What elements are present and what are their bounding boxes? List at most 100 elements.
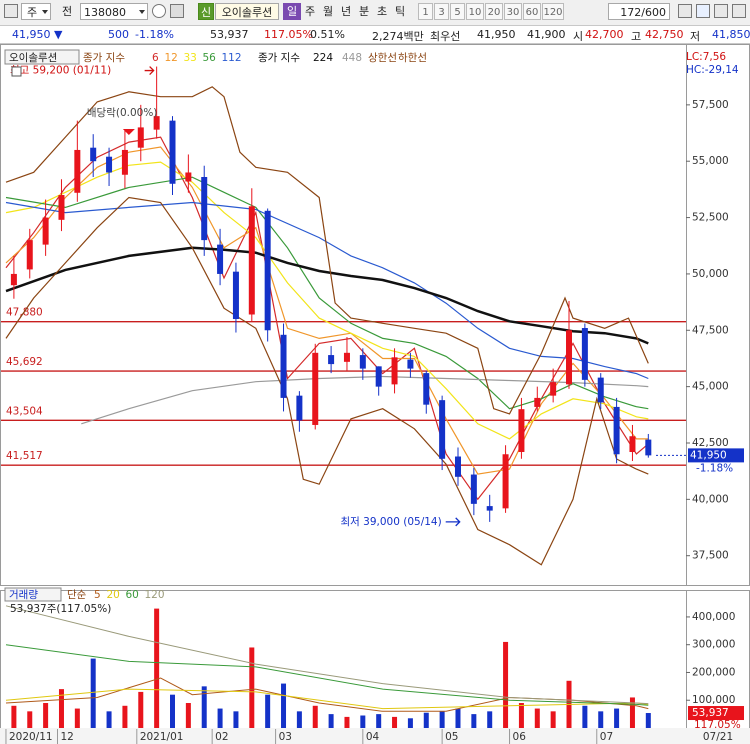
axis-frame bbox=[686, 590, 750, 729]
volume-bar bbox=[185, 703, 191, 728]
quote-item: 최우선 bbox=[430, 30, 461, 43]
quote-item: 42,750 bbox=[645, 28, 684, 41]
volume-bar bbox=[423, 712, 429, 728]
x-tick-label: 04 bbox=[366, 731, 380, 743]
volume-bar bbox=[122, 705, 128, 728]
ma-line bbox=[5, 136, 649, 501]
candle-body bbox=[375, 366, 382, 387]
period-tab[interactable]: 초 bbox=[376, 5, 388, 18]
quote-item: -1.18% bbox=[135, 28, 174, 41]
candle-body bbox=[470, 474, 477, 504]
quote-item: 2,274백만 bbox=[372, 30, 424, 43]
period-tab[interactable]: 분 bbox=[358, 5, 370, 18]
market-select[interactable]: 주 bbox=[21, 3, 51, 20]
last-volume: 53,937 bbox=[692, 707, 729, 719]
ma-line bbox=[5, 605, 649, 705]
legend-entry: 112 bbox=[222, 52, 242, 64]
sound-icon[interactable] bbox=[170, 4, 184, 18]
interval-tab[interactable]: 10 bbox=[466, 3, 484, 20]
volume-bar bbox=[217, 708, 223, 728]
chart-title: 오이솔루션 bbox=[9, 52, 57, 64]
price-line-label: 45,692 bbox=[6, 356, 43, 368]
period-tab[interactable]: 틱 bbox=[394, 5, 406, 18]
interval-tab[interactable]: 5 bbox=[450, 3, 465, 20]
candle-body bbox=[391, 357, 398, 385]
scope-text: 전 bbox=[61, 5, 73, 18]
interval-tab[interactable]: 120 bbox=[542, 3, 564, 20]
candle-body bbox=[106, 156, 113, 173]
hc-label: HC:-29,14 bbox=[686, 64, 739, 76]
new-badge[interactable]: 신 bbox=[198, 3, 214, 20]
y-tick-label: 45,000 bbox=[692, 381, 729, 393]
x-tick-label: 07 bbox=[600, 731, 613, 743]
price-line-label: 47,880 bbox=[6, 307, 43, 319]
period-tab[interactable]: 일 bbox=[283, 3, 301, 20]
legend-entry: 120 bbox=[145, 589, 165, 601]
legend-entry: 12 bbox=[165, 52, 178, 64]
volume-bar bbox=[296, 711, 302, 728]
count-input[interactable]: 172/600 bbox=[608, 3, 670, 20]
y-tick-label: 400,000 bbox=[692, 611, 735, 623]
candle-body bbox=[486, 506, 493, 511]
candle-body bbox=[328, 355, 335, 365]
ma-line bbox=[5, 176, 649, 410]
interval-tab[interactable]: 30 bbox=[504, 3, 522, 20]
interval-tab[interactable]: 3 bbox=[434, 3, 449, 20]
volume-bar bbox=[518, 703, 524, 728]
search-icon[interactable] bbox=[152, 4, 166, 18]
volume-bar bbox=[43, 703, 49, 728]
legend-entry: 60 bbox=[126, 589, 139, 601]
last-price-box bbox=[688, 448, 744, 463]
quote-item: 53,937 bbox=[210, 28, 249, 41]
ma-line bbox=[5, 161, 649, 440]
y-tick-label: 42,500 bbox=[692, 437, 729, 449]
quote-item: 42,700 bbox=[585, 28, 624, 41]
scope[interactable]: 전 bbox=[56, 3, 78, 20]
check-icon[interactable] bbox=[696, 4, 710, 18]
legend-entry: 상한선 bbox=[368, 52, 397, 64]
panel-frame bbox=[0, 44, 687, 586]
quote-bar: 41,950 ▼ 500 -1.18% 53,937 117.05% 0.51% 2,274… bbox=[0, 26, 750, 44]
volume-bar bbox=[170, 694, 175, 728]
volume-summary: 53,937주(117.05%) bbox=[10, 603, 111, 615]
y-tick-label: 37,500 bbox=[692, 550, 729, 562]
candle-body bbox=[74, 149, 81, 193]
volume-bar bbox=[376, 714, 382, 728]
candle-body bbox=[264, 210, 271, 331]
legend-label: 종가 지수 bbox=[83, 52, 125, 64]
volume-bar bbox=[455, 708, 461, 728]
volume-bar bbox=[344, 716, 350, 728]
interval-tab[interactable]: 1 bbox=[418, 3, 433, 20]
grid-icon[interactable] bbox=[732, 4, 746, 18]
candle-body bbox=[645, 439, 652, 456]
quote-item: 41,850 bbox=[712, 28, 750, 41]
annotation-arrow bbox=[445, 517, 461, 527]
period-tab[interactable]: 년 bbox=[340, 5, 352, 18]
interval-tab[interactable]: 20 bbox=[485, 3, 503, 20]
volume-bar bbox=[645, 713, 651, 728]
axis-frame bbox=[686, 44, 750, 586]
last-date: 07/21 bbox=[703, 731, 733, 743]
volume-title: 거래량 bbox=[9, 589, 38, 601]
volume-bar bbox=[407, 718, 413, 728]
volume-bar bbox=[138, 691, 144, 728]
volume-bar bbox=[27, 711, 33, 728]
candle-body bbox=[613, 406, 620, 455]
menu-icon[interactable] bbox=[4, 4, 18, 18]
candle-body bbox=[26, 240, 33, 270]
y-tick-label: 52,500 bbox=[692, 212, 729, 224]
check-icon[interactable] bbox=[714, 4, 728, 18]
period-tab[interactable]: 월 bbox=[322, 5, 334, 18]
period-tab[interactable]: 주 bbox=[304, 5, 316, 18]
volume-bar bbox=[614, 708, 620, 728]
y-tick-label: 100,000 bbox=[692, 694, 735, 706]
volume-bar bbox=[582, 705, 588, 728]
tool-icon[interactable] bbox=[678, 4, 692, 18]
volume-bar bbox=[312, 705, 318, 728]
interval-tab[interactable]: 60 bbox=[523, 3, 541, 20]
high-annotation: 최고 59,200 (01/11) bbox=[10, 65, 111, 77]
quote-item: 고 bbox=[631, 30, 642, 43]
code-input[interactable]: 138080 bbox=[80, 3, 148, 20]
candle-body bbox=[439, 400, 446, 459]
